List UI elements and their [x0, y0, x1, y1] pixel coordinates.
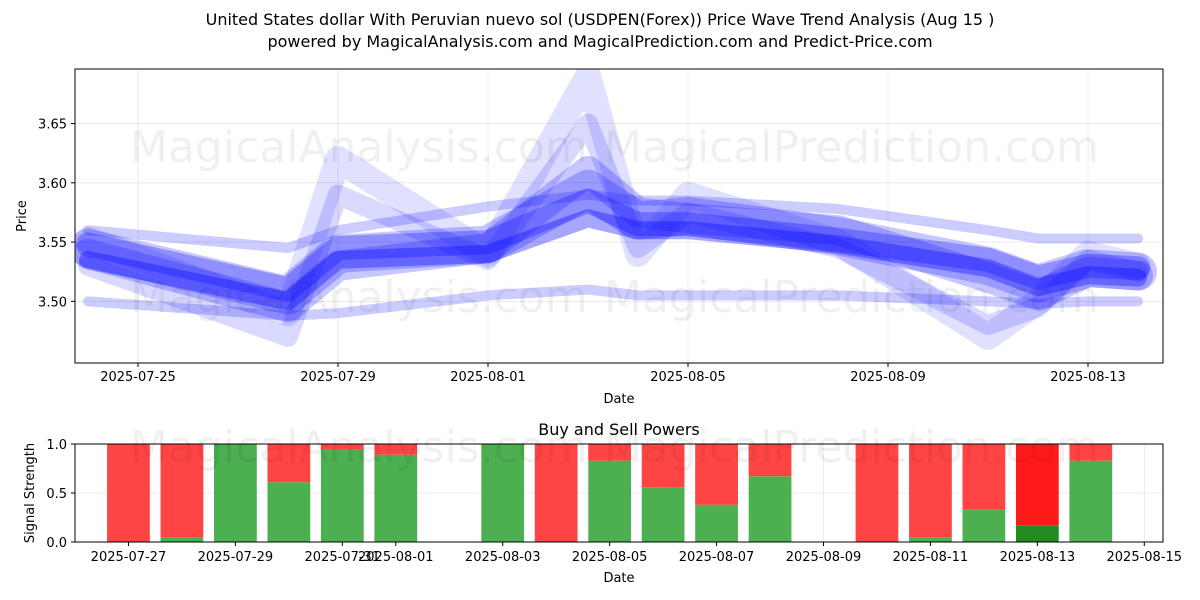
y-tick-label: 3.60: [38, 177, 67, 192]
sell-bar: [1015, 444, 1059, 526]
y-tick-label: 0.5: [46, 487, 67, 502]
buy-bar: [160, 537, 204, 542]
y-tick-label: 3.65: [38, 118, 67, 133]
x-tick-label: 2025-07-31: [305, 550, 381, 565]
wave-line-7: [83, 189, 1143, 253]
buy-bar: [267, 482, 311, 542]
plot-area: [75, 69, 1163, 363]
x-tick-label: 2025-08-11: [893, 550, 969, 565]
x-tick-label: 2025-07-25: [100, 370, 176, 385]
sell-bar: [962, 444, 1006, 510]
x-tick-label: 2025-08-15: [1107, 550, 1183, 565]
sell-bar: [641, 444, 685, 488]
x-tick-label: 2025-08-01: [358, 550, 434, 565]
buy-bar: [641, 487, 685, 542]
watermark-text: MagicalPrediction.com: [604, 422, 1099, 473]
plot-frame: [74, 68, 1164, 364]
watermark-text: MagicalAnalysis.com: [130, 422, 588, 473]
x-tick-label: 2025-08-01: [450, 370, 526, 385]
sell-bar: [374, 444, 418, 455]
buy-bar: [214, 444, 257, 542]
buy-bar: [481, 444, 525, 542]
sell-bar: [1069, 444, 1113, 461]
x-tick-label: 2025-08-09: [850, 370, 926, 385]
sell-bar: [160, 444, 204, 538]
buy-bar: [374, 454, 418, 542]
sell-bar: [588, 444, 632, 461]
watermark-text: MagicalAnalysis.com: [130, 122, 588, 173]
x-tick-label: 2025-07-29: [198, 550, 274, 565]
y-tick-label: 3.55: [38, 236, 67, 251]
buy-bar: [320, 449, 364, 542]
chart-title: United States dollar With Peruvian nuevo…: [205, 10, 995, 29]
watermark-text: MagicalPrediction.com: [604, 122, 1099, 173]
sell-bar: [855, 444, 899, 542]
x-tick-label: 2025-08-13: [1000, 550, 1076, 565]
wave-line-1: [75, 156, 1153, 323]
x-tick-label: 2025-08-03: [465, 550, 541, 565]
wave-line-0: [75, 169, 1157, 315]
buy-bar: [588, 460, 632, 542]
buy-bar: [909, 537, 952, 542]
sell-bar: [107, 444, 150, 542]
chart-subtitle: powered by MagicalAnalysis.com and Magic…: [267, 32, 933, 51]
wave-line-5: [78, 113, 1148, 347]
x-tick-label: 2025-08-07: [679, 550, 755, 565]
watermark-text: MagicalPrediction.com: [604, 272, 1099, 323]
sell-bar: [534, 444, 578, 542]
x-tick-label: 2025-08-09: [786, 550, 862, 565]
buy-bar: [1015, 525, 1059, 542]
buy-bar: [695, 504, 738, 542]
y-axis-label: Price: [15, 200, 30, 232]
x-axis-label: Date: [603, 571, 634, 586]
sell-bar: [695, 444, 738, 505]
y-axis-label: Signal Strength: [23, 443, 38, 543]
x-tick-label: 2025-08-05: [650, 370, 726, 385]
buy-bar: [1069, 460, 1113, 542]
wave-line-2: [76, 188, 1150, 302]
wave-line-6: [83, 284, 1143, 321]
y-tick-label: 3.50: [38, 295, 67, 310]
buy-bar: [748, 476, 792, 542]
series-group: [75, 69, 1157, 350]
watermark-text: MagicalAnalysis.com: [130, 272, 588, 323]
x-tick-label: 2025-08-13: [1050, 370, 1126, 385]
price-wave-chart: MagicalAnalysis.com MagicalAnalysis.com Ma…: [15, 68, 1164, 407]
y-tick-label: 0.0: [46, 536, 67, 551]
x-tick-label: 2025-07-27: [91, 550, 167, 565]
sell-bar: [748, 444, 792, 477]
sell-bar: [320, 444, 364, 450]
buy-sell-power-chart: MagicalAnalysis.com MagicalPrediction.com…: [23, 420, 1182, 586]
x-axis-label: Date: [603, 392, 634, 407]
sell-bar: [909, 444, 952, 538]
x-tick-label: 2025-08-05: [572, 550, 648, 565]
buy-bar: [962, 509, 1006, 542]
y-tick-label: 1.0: [46, 438, 67, 453]
wave-line-4: [75, 69, 1151, 350]
subplot-title: Buy and Sell Powers: [538, 420, 700, 439]
x-tick-label: 2025-07-29: [300, 370, 376, 385]
wave-line-3: [79, 209, 1147, 311]
sell-bar: [267, 444, 311, 483]
